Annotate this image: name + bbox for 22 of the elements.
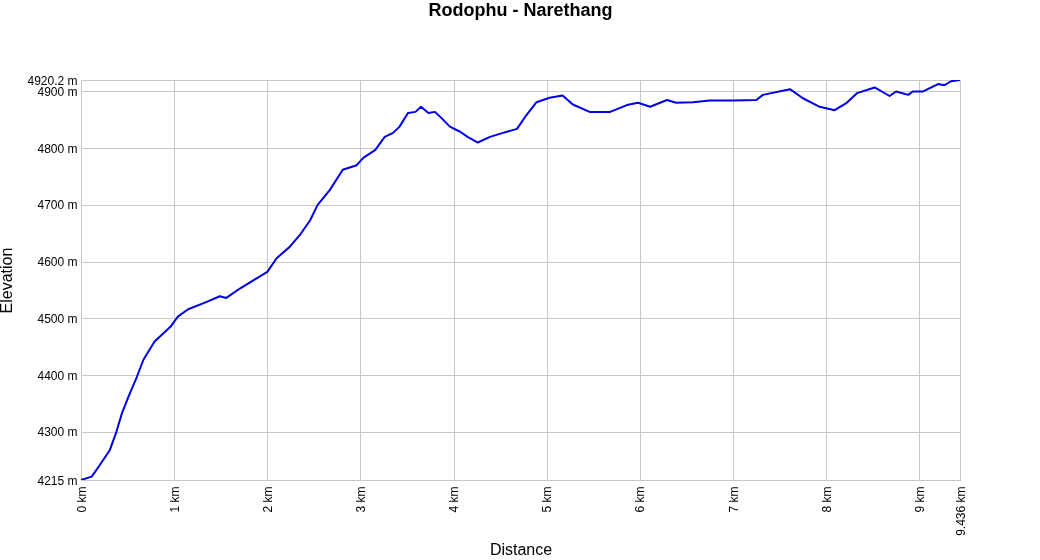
x-tick-label: 1 km [167, 486, 182, 513]
x-tick-label: 2 km [260, 486, 275, 513]
x-tick-label: 7 km [726, 486, 741, 513]
y-tick-label: 4500 m [37, 311, 78, 326]
x-tick-label: 0 km [74, 486, 89, 513]
chart-title: Rodophu - Narethang [428, 0, 613, 20]
line-series [81, 80, 960, 480]
x-axis-title: Distance [489, 540, 553, 558]
y-tick-label: 4300 m [37, 425, 78, 440]
x-tick-label: 9 km [912, 486, 927, 513]
x-tick-label: 5 km [540, 486, 555, 513]
y-tick-label: 4600 m [37, 255, 78, 270]
x-tick-label: 3 km [353, 486, 368, 513]
x-tick-label: 9.436 km [953, 486, 968, 536]
y-axis-title: Elevation [0, 247, 16, 314]
x-tick-label: 6 km [633, 486, 648, 513]
y-tick-label: 4215 m [37, 473, 78, 488]
x-tick-label: 4 km [447, 486, 462, 513]
y-tick-label: 4700 m [37, 198, 78, 213]
y-tick-label: 4800 m [37, 141, 78, 156]
x-tick-label: 8 km [819, 486, 834, 513]
y-tick-label: 4400 m [37, 368, 78, 383]
